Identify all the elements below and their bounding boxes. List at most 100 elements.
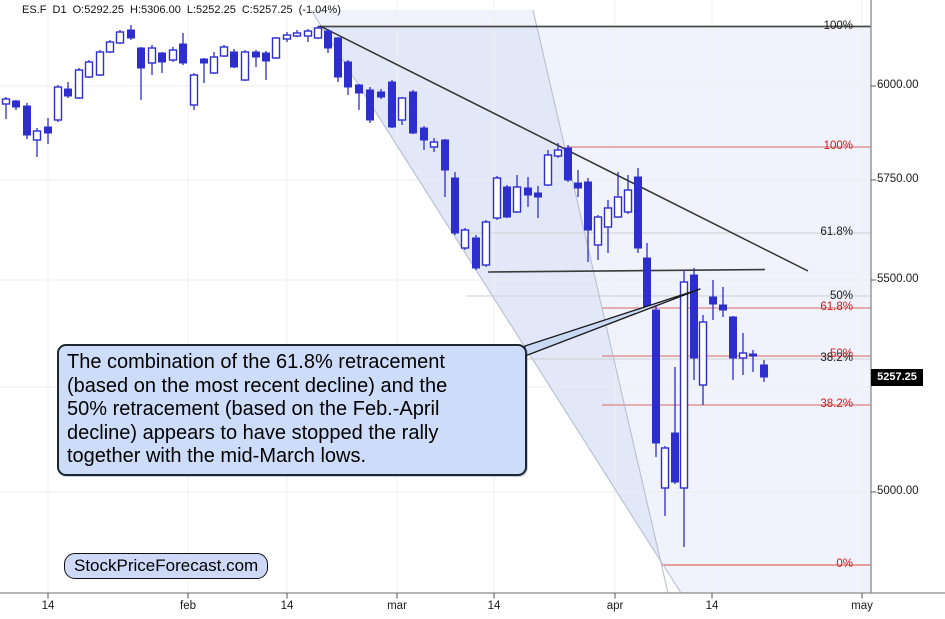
candle-body	[584, 181, 592, 231]
candle-body	[729, 316, 737, 359]
candle-body	[344, 61, 352, 88]
candle	[32, 128, 42, 157]
candle	[189, 73, 199, 110]
candle	[524, 177, 532, 207]
candle-body	[189, 74, 199, 106]
x-axis-label: 14	[41, 600, 55, 612]
candle-body	[543, 154, 553, 186]
price-axis-label: 5750.00	[877, 173, 919, 185]
candle	[603, 200, 613, 253]
candle	[230, 49, 238, 68]
fib-level-label-black: 38.2%	[820, 352, 853, 364]
candle-body	[643, 257, 651, 308]
candle-body	[252, 51, 260, 58]
candle	[344, 60, 352, 95]
candle	[137, 47, 145, 100]
candle-body	[84, 61, 94, 78]
candle	[158, 52, 166, 73]
candle	[64, 82, 72, 98]
candle-body	[355, 84, 363, 94]
candle-body	[115, 31, 125, 44]
candle-body	[147, 47, 157, 64]
candle	[760, 360, 768, 382]
candle-body	[503, 186, 511, 218]
x-axis-label: 14	[705, 600, 719, 612]
annotation-line: 50% retracement (based on the Feb.-April	[67, 398, 440, 420]
candle-body	[472, 237, 480, 269]
candle	[200, 58, 208, 83]
candle	[324, 29, 332, 53]
candle	[355, 84, 363, 110]
candle-body	[397, 97, 407, 121]
candle-body	[366, 89, 374, 121]
x-axis-label: 14	[280, 600, 294, 612]
candle-body	[534, 192, 542, 198]
candle	[420, 126, 428, 150]
candle	[209, 52, 219, 74]
candle	[623, 175, 633, 214]
candle-body	[613, 196, 623, 218]
candle	[219, 45, 229, 57]
watermark-pill: StockPriceForecast.com	[64, 553, 269, 579]
candle	[409, 90, 417, 134]
price-axis-label: 5500.00	[877, 273, 919, 285]
candle	[503, 185, 511, 218]
candle	[95, 50, 105, 76]
x-axis-label: feb	[180, 600, 196, 612]
candle-body	[760, 364, 768, 378]
candle-body	[553, 149, 563, 157]
price-axis-label: 6000.00	[877, 79, 919, 91]
candle-body	[200, 58, 208, 64]
candle	[377, 89, 385, 99]
fib-level-label-red: 100%	[823, 140, 853, 152]
candle	[652, 306, 660, 457]
candle-body	[262, 52, 270, 62]
fib-level-label-red: 50%	[829, 348, 853, 360]
candle	[690, 268, 698, 380]
candle-body	[158, 52, 166, 63]
candle	[1, 97, 11, 119]
candle-body	[127, 29, 135, 39]
mid-march-lows-line	[487, 268, 766, 273]
x-axis-label: apr	[606, 600, 624, 612]
candle	[749, 350, 757, 372]
candle	[729, 316, 737, 380]
candle	[671, 367, 679, 484]
candle	[738, 333, 748, 375]
candle	[115, 30, 125, 44]
candle	[271, 37, 281, 59]
candle	[679, 270, 689, 547]
candle-body	[492, 177, 502, 219]
candle-body	[324, 30, 332, 49]
candle	[127, 25, 135, 40]
annotation-line: The combination of the 61.8% retracement	[67, 351, 445, 373]
candle	[709, 280, 717, 320]
annotation-box: The combination of the 61.8% retracement…	[57, 344, 527, 476]
candle-body	[95, 51, 105, 76]
candle-body	[564, 147, 572, 181]
candle	[74, 68, 84, 99]
candle-body	[179, 43, 187, 64]
candle	[660, 446, 670, 516]
x-axis-label: 14	[487, 600, 501, 612]
candle-body	[137, 47, 145, 69]
candle	[282, 32, 292, 42]
candle-body	[671, 432, 679, 483]
candle	[492, 176, 502, 220]
candle-body	[652, 309, 660, 444]
candle	[543, 150, 553, 186]
annotation-line: decline) appears to have stopped the ral…	[67, 421, 439, 444]
ohlc-header: ES.F D1 O:5292.25 H:5306.00 L:5252.25 C:…	[22, 4, 341, 16]
candle-body	[409, 91, 417, 134]
candle-body	[74, 69, 84, 99]
candle-body	[240, 51, 250, 81]
candle-body	[481, 221, 491, 266]
candle-body	[209, 56, 219, 74]
candle-body	[420, 127, 428, 141]
candle-body	[377, 91, 385, 98]
fib-level-label-red: 61.8%	[820, 301, 853, 313]
candle-body	[634, 176, 642, 249]
candle	[719, 287, 727, 317]
candle	[105, 40, 115, 53]
candle-body	[524, 187, 532, 196]
